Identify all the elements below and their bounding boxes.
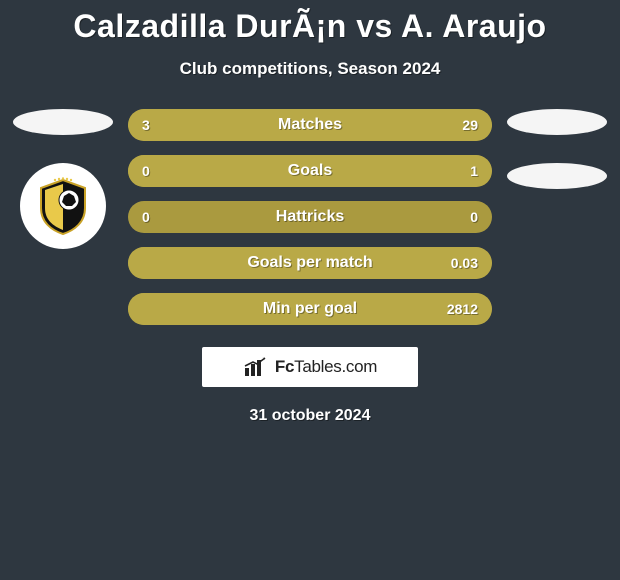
stat-row: Goals per match 0.03	[128, 247, 492, 279]
stat-right-value: 1	[470, 163, 478, 179]
stat-right-value: 29	[462, 117, 478, 133]
stat-row: Goals 0 1	[128, 155, 492, 187]
bars-icon	[243, 356, 269, 378]
stat-row: Min per goal 2812	[128, 293, 492, 325]
brand-logo[interactable]: FcTables.com	[202, 347, 418, 387]
left-player-column	[8, 109, 118, 249]
stat-row: Hattricks 0 0	[128, 201, 492, 233]
stat-label: Goals per match	[247, 254, 372, 272]
shield-icon	[31, 174, 95, 238]
comparison-card: Calzadilla DurÃ¡n vs A. Araujo Club comp…	[0, 0, 620, 425]
stat-label: Min per goal	[263, 300, 357, 318]
right-player-oval-1	[507, 109, 607, 135]
stat-right-value: 0	[470, 209, 478, 225]
stat-row: Matches 3 29	[128, 109, 492, 141]
stat-left-value: 3	[142, 117, 150, 133]
stat-label: Hattricks	[276, 208, 344, 226]
stat-bars: Matches 3 29 Goals 0 1 Hattricks 0 0 Goals per ma…	[128, 109, 492, 325]
brand-text: FcTables.com	[275, 357, 377, 377]
stat-left-value: 0	[142, 209, 150, 225]
stat-right-value: 0.03	[451, 255, 478, 271]
stat-label: Goals	[288, 162, 332, 180]
page-title: Calzadilla DurÃ¡n vs A. Araujo	[0, 8, 620, 45]
left-club-badge	[20, 163, 106, 249]
comparison-body: Matches 3 29 Goals 0 1 Hattricks 0 0 Goals per ma…	[0, 109, 620, 325]
right-player-oval-2	[507, 163, 607, 189]
stat-label: Matches	[278, 116, 342, 134]
subtitle: Club competitions, Season 2024	[0, 59, 620, 79]
date-line: 31 october 2024	[0, 407, 620, 425]
stat-left-value: 0	[142, 163, 150, 179]
stat-right-value: 2812	[447, 301, 478, 317]
right-player-column	[502, 109, 612, 189]
left-player-oval	[13, 109, 113, 135]
